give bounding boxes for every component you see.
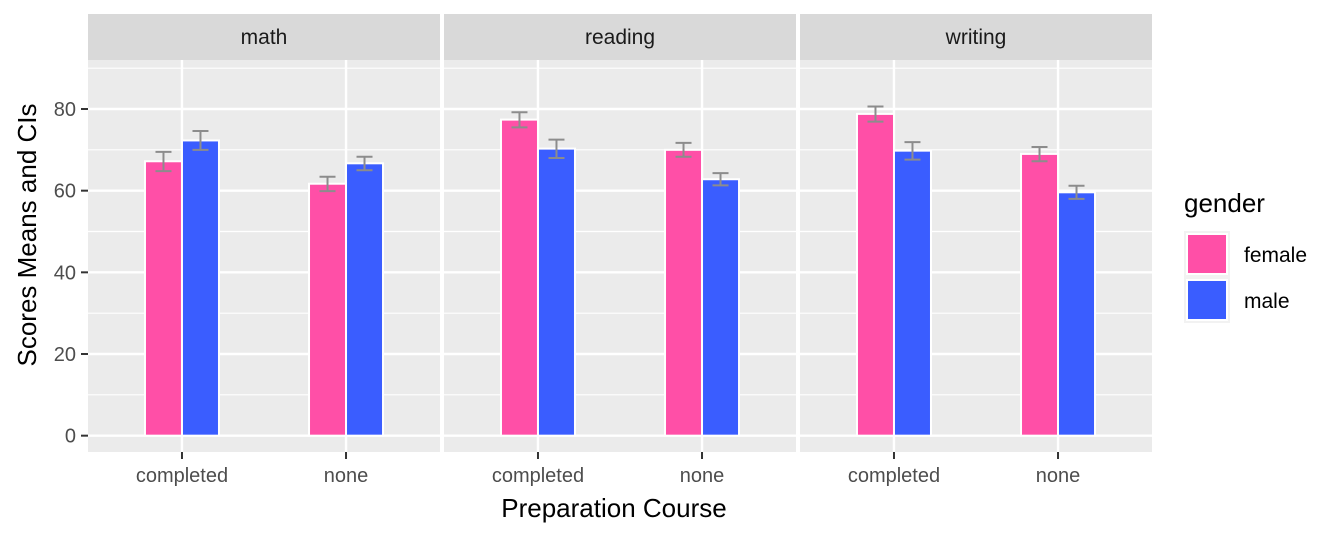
bar-male-completed bbox=[180, 139, 220, 437]
bar-female-completed bbox=[499, 118, 539, 437]
bar-male-none bbox=[345, 162, 385, 437]
error-bar-female-none bbox=[1031, 145, 1048, 163]
error-bar-male-completed bbox=[192, 130, 209, 151]
y-tick-label: 0 bbox=[65, 426, 76, 448]
error-bar-female-none bbox=[319, 175, 336, 193]
y-tick-label: 40 bbox=[54, 262, 76, 284]
bar-female-completed bbox=[143, 160, 183, 437]
facet-strip-label: math bbox=[241, 26, 288, 49]
bar-female-none bbox=[664, 148, 704, 437]
panel-background bbox=[800, 60, 1152, 452]
x-tick-label: completed bbox=[136, 465, 228, 487]
x-tick-label: none bbox=[680, 465, 725, 487]
error-bar-female-completed bbox=[511, 111, 528, 129]
x-tick-label: none bbox=[324, 465, 369, 487]
bar-male-none bbox=[701, 178, 741, 437]
error-bar-male-none bbox=[712, 172, 729, 187]
facet-strip-label: writing bbox=[945, 26, 1007, 49]
panel-background bbox=[444, 60, 796, 452]
legend: gender female male bbox=[1184, 188, 1307, 323]
legend-item-female: female bbox=[1184, 231, 1307, 277]
legend-label: female bbox=[1244, 244, 1307, 267]
bar-female-none bbox=[308, 182, 348, 437]
x-tick-label: none bbox=[1036, 465, 1081, 487]
y-axis: 0 20 40 60 80 bbox=[54, 99, 88, 448]
legend-key-male bbox=[1186, 279, 1228, 321]
error-bar-male-none bbox=[1068, 184, 1085, 200]
y-axis-title: Scores Means and CIs bbox=[12, 103, 42, 366]
error-bar-female-completed bbox=[867, 105, 884, 123]
facet-panel-writing: writing completed none bbox=[800, 14, 1152, 487]
bar-female-none bbox=[1020, 152, 1060, 437]
facet-panel-reading: reading completed none bbox=[444, 14, 796, 487]
error-bar-female-completed bbox=[155, 150, 172, 173]
facet-strip bbox=[88, 14, 440, 60]
y-tick-label: 60 bbox=[54, 181, 76, 203]
bar-female-completed bbox=[855, 112, 895, 437]
legend-label: male bbox=[1244, 290, 1290, 313]
error-bar-male-completed bbox=[904, 141, 921, 161]
facet-strip bbox=[800, 14, 1152, 60]
legend-title: gender bbox=[1184, 188, 1265, 218]
bar-male-none bbox=[1057, 191, 1097, 437]
bar-male-completed bbox=[892, 149, 932, 437]
x-tick-label: completed bbox=[492, 465, 584, 487]
y-tick-label: 80 bbox=[54, 99, 76, 121]
x-axis-title: Preparation Course bbox=[501, 493, 726, 523]
error-bar-female-none bbox=[675, 141, 692, 158]
bar-male-completed bbox=[536, 147, 576, 437]
error-bar-male-completed bbox=[548, 138, 565, 159]
panel-background bbox=[88, 60, 440, 452]
error-bar-male-none bbox=[356, 155, 373, 172]
legend-item-male: male bbox=[1184, 277, 1290, 323]
facet-panel-math: math completed none bbox=[88, 14, 440, 487]
facet-strip bbox=[444, 14, 796, 60]
y-tick-label: 20 bbox=[54, 344, 76, 366]
facet-strip-label: reading bbox=[585, 26, 655, 49]
x-tick-label: completed bbox=[848, 465, 940, 487]
legend-key-female bbox=[1186, 233, 1228, 275]
